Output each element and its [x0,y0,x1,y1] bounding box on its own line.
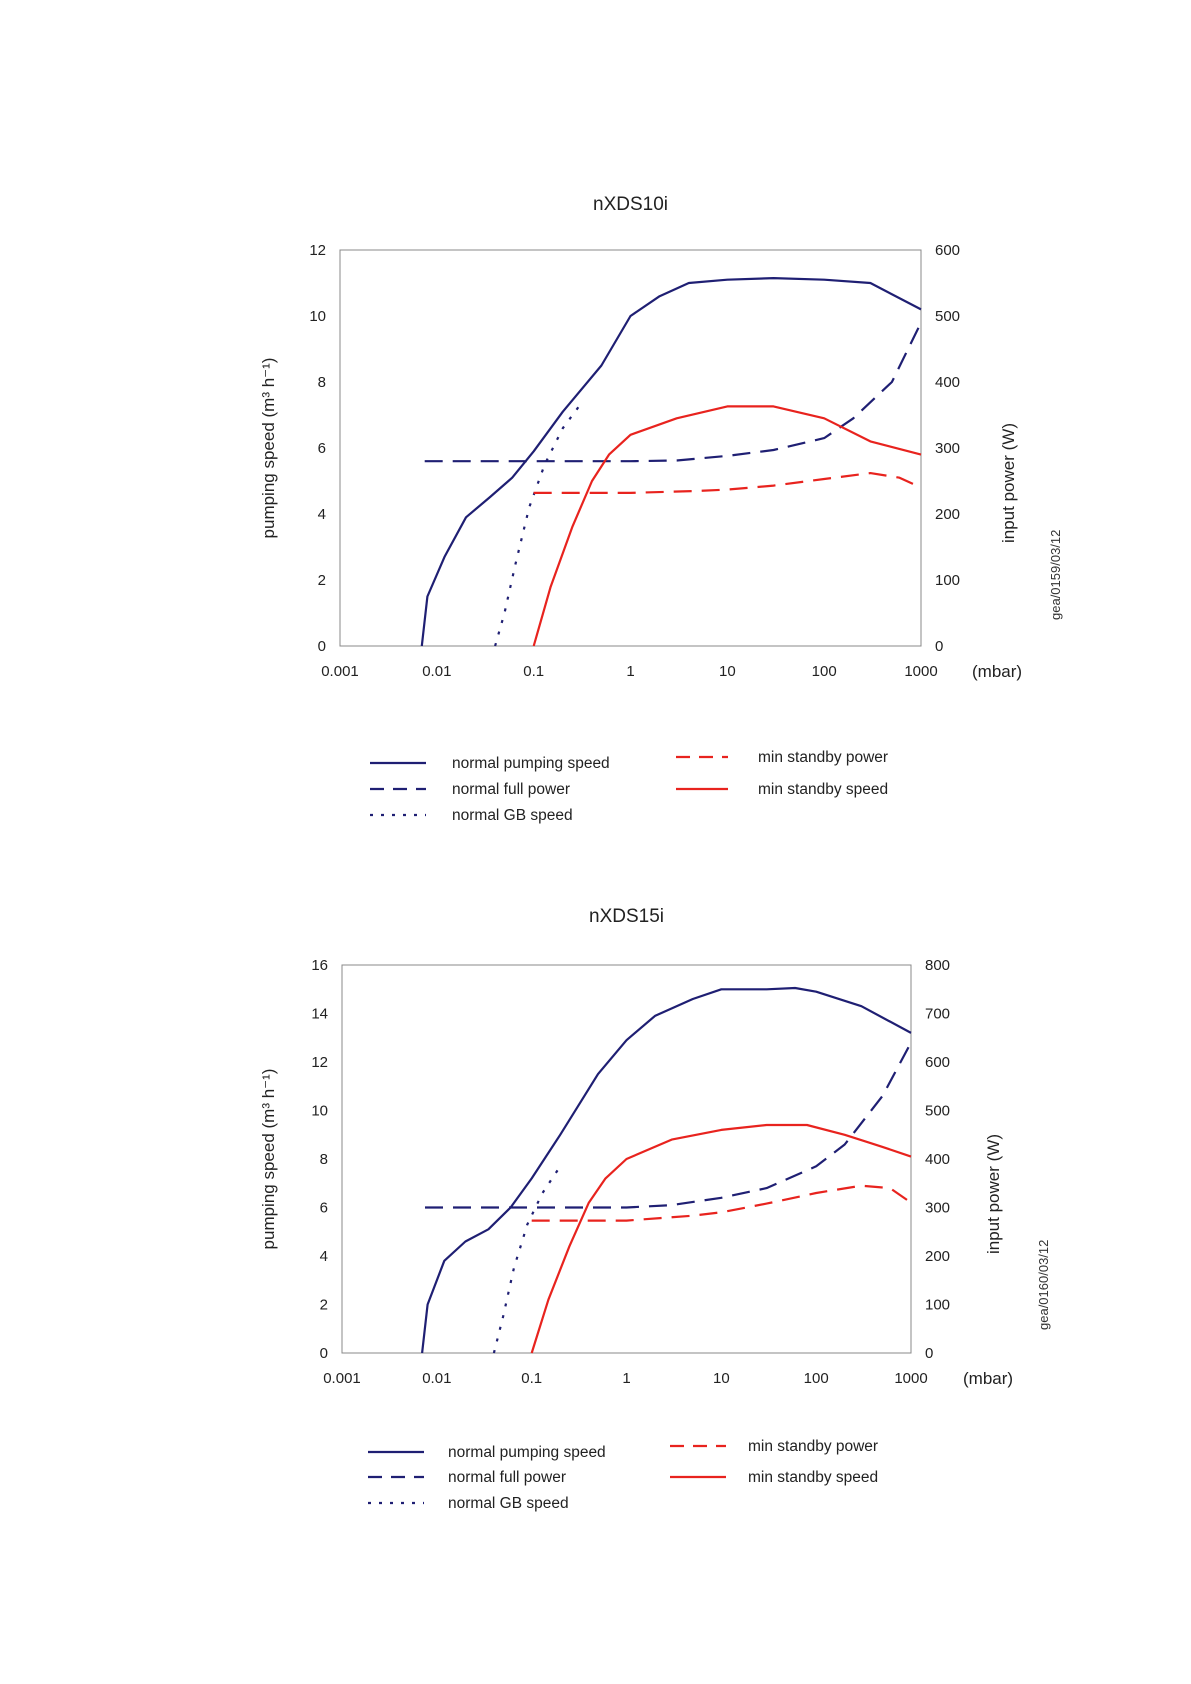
y-tick-label: 10 [309,308,326,325]
y-tick-label: 12 [311,1054,328,1071]
series-line-normal-full-power [424,322,922,463]
y2-tick-label: 400 [925,1151,950,1168]
y-tick-label: 6 [320,1200,328,1217]
y-tick-label: 4 [318,506,326,523]
series-line-normal-GB-speed [492,1165,562,1354]
y2-tick-label: 300 [925,1200,950,1217]
y2-tick-label: 700 [925,1006,950,1023]
x-tick-label: 1 [622,1370,630,1387]
y2-axis-label: input power (W) [984,1134,1003,1254]
y-tick-label: 14 [311,1006,328,1023]
y2-axis-label: input power (W) [999,423,1018,543]
x-tick-label: 0.1 [523,663,544,680]
y2-tick-label: 0 [935,638,943,655]
y-tick-label: 6 [318,440,326,457]
y-tick-label: 12 [309,242,326,259]
legend-item: normal GB speed [452,807,573,824]
y-tick-label: 2 [318,572,326,589]
plot-area [341,964,912,1354]
x-tick-label: 10 [719,663,736,680]
chart-title: nXDS15i [589,906,664,927]
series-line-min-standby-power [533,472,922,494]
y2-tick-label: 100 [925,1297,950,1314]
chart-2: nXDS15i 0 2 4 6 8 10 12 14 16 0 100 200 300 400 500 600 7… [259,906,1051,1512]
legend: normal pumping speed normal full power nor… [368,1438,878,1512]
legend-item: normal GB speed [448,1495,569,1512]
y-axis-label: pumping speed (m³ h⁻¹) [259,1069,278,1250]
x-unit-label: (mbar) [963,1369,1013,1388]
figure-code: gea/0159/03/12 [1048,530,1063,620]
y-tick-label: 2 [320,1297,328,1314]
figure-code: gea/0160/03/12 [1036,1240,1051,1330]
series-line-normal-pumping-speed [421,986,912,1354]
legend-item: normal full power [448,1469,566,1486]
series-line-normal-pumping-speed [420,277,922,647]
y-tick-label: 4 [320,1248,328,1265]
series-line-normal-full-power [425,1042,912,1209]
y-tick-label: 0 [320,1345,328,1362]
legend-item: min standby speed [748,1469,878,1486]
y-axis-label: pumping speed (m³ h⁻¹) [259,358,278,539]
x-tick-label: 0.01 [422,1370,451,1387]
x-tick-label: 10 [713,1370,730,1387]
x-tick-label: 0.01 [422,663,451,680]
chart-1: nXDS10i 0 2 4 6 8 10 12 0 100 200 300 400 500 600 0.001… [259,194,1063,824]
x-tick-label: 1 [626,663,634,680]
legend-item: min standby power [748,1438,878,1455]
y2-tick-label: 300 [935,440,960,457]
x-tick-label: 1000 [904,663,937,680]
legend-item: normal full power [452,781,570,798]
legend-item: normal pumping speed [452,755,610,772]
y-tick-label: 8 [318,374,326,391]
legend-item: min standby speed [758,781,888,798]
y2-tick-label: 0 [925,1345,933,1362]
plot-area [339,249,922,647]
x-tick-label: 0.1 [521,1370,542,1387]
x-tick-label: 100 [804,1370,829,1387]
x-tick-label: 0.001 [321,663,359,680]
y2-tick-label: 200 [935,506,960,523]
series-line-min-standby-speed [530,1123,912,1354]
y2-tick-label: 800 [925,957,950,974]
legend-item: min standby power [758,749,888,766]
x-tick-label: 1000 [894,1370,927,1387]
series-line-min-standby-power [531,1184,912,1222]
y-tick-label: 16 [311,957,328,974]
y2-tick-label: 100 [935,572,960,589]
y-tick-label: 10 [311,1103,328,1120]
x-unit-label: (mbar) [972,662,1022,681]
series-line-min-standby-speed [532,405,922,647]
legend-item: normal pumping speed [448,1444,606,1461]
chart-title: nXDS10i [593,194,668,215]
series-line-normal-GB-speed [494,404,581,647]
x-tick-label: 100 [812,663,837,680]
y2-tick-label: 600 [925,1054,950,1071]
y2-tick-label: 200 [925,1248,950,1265]
y2-tick-label: 400 [935,374,960,391]
y-tick-label: 0 [318,638,326,655]
y2-tick-label: 500 [935,308,960,325]
y2-tick-label: 600 [935,242,960,259]
y2-tick-label: 500 [925,1103,950,1120]
x-tick-label: 0.001 [323,1370,361,1387]
y-tick-label: 8 [320,1151,328,1168]
legend: normal pumping speed normal full power nor… [370,749,888,824]
